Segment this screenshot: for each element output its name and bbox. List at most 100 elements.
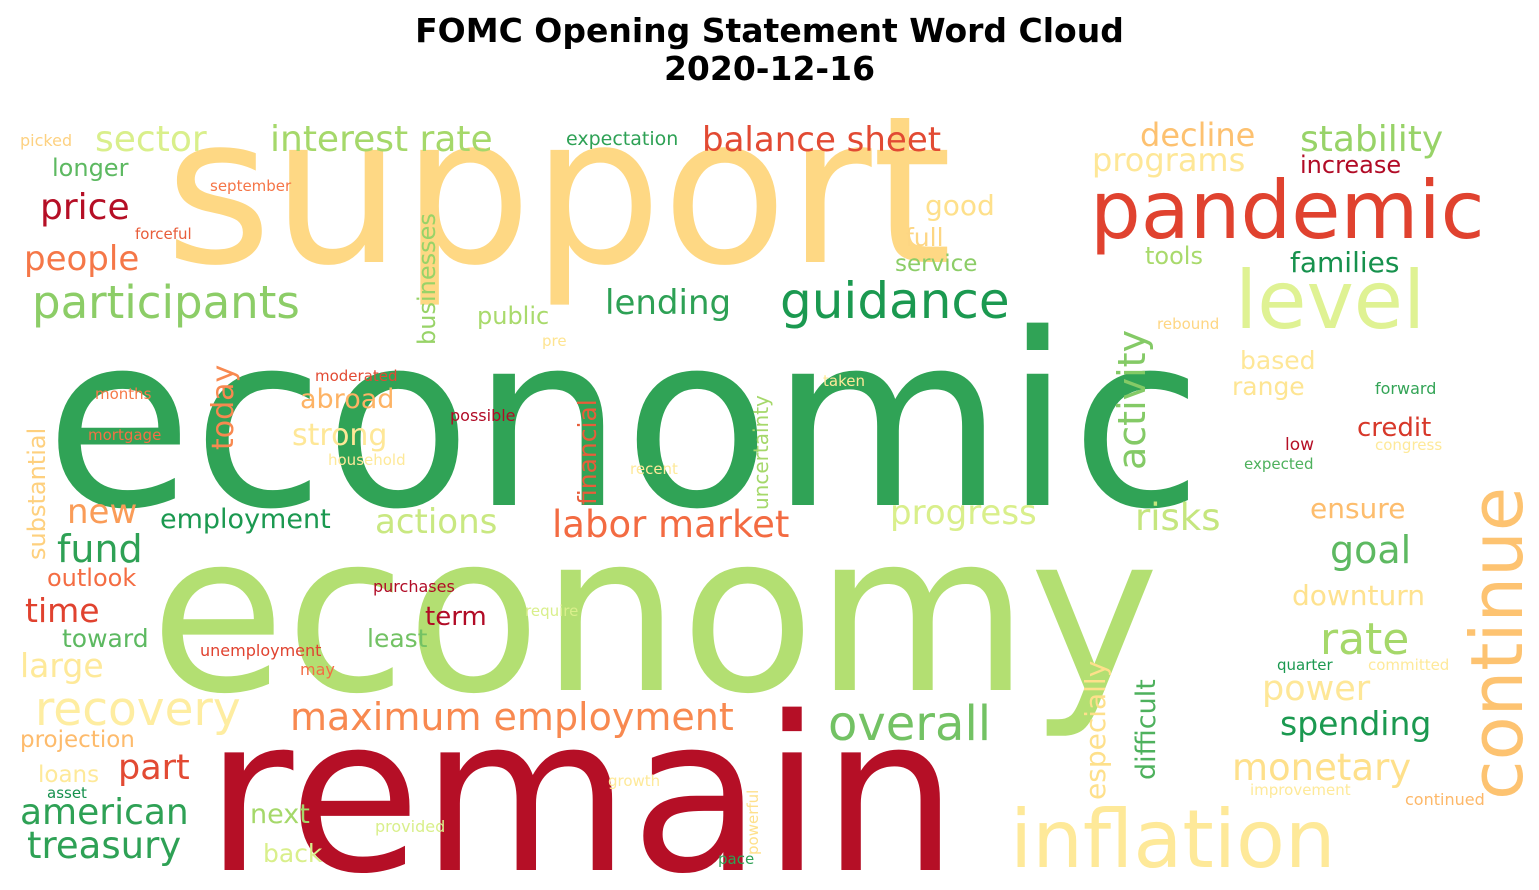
cloud-word-businesses: businesses xyxy=(413,213,441,345)
cloud-word-support: support xyxy=(165,73,952,311)
cloud-word-goal: goal xyxy=(1330,528,1411,572)
cloud-word-uncertainty: uncertainty xyxy=(749,395,773,510)
cloud-word-labor-market: labor market xyxy=(552,503,789,546)
cloud-word-longer: longer xyxy=(52,154,129,182)
cloud-word-picked: picked xyxy=(20,131,72,150)
cloud-word-expectation: expectation xyxy=(566,128,678,150)
cloud-word-public: public xyxy=(477,302,549,330)
cloud-word-interest-rate: interest rate xyxy=(270,119,493,160)
cloud-word-risks: risks xyxy=(1135,496,1220,539)
cloud-word-require: require xyxy=(525,602,578,620)
cloud-word-people: people xyxy=(24,239,139,279)
cloud-word-activity: activity xyxy=(1110,330,1154,470)
cloud-word-credit: credit xyxy=(1357,413,1431,443)
cloud-word-back: back xyxy=(263,839,323,868)
cloud-word-least: least xyxy=(367,624,428,653)
cloud-word-abroad: abroad xyxy=(300,384,394,415)
cloud-word-tools: tools xyxy=(1145,242,1203,270)
cloud-word-participants: participants xyxy=(32,276,300,329)
cloud-word-taken: taken xyxy=(823,372,865,390)
cloud-word-pre: pre xyxy=(542,332,567,350)
cloud-word-large: large xyxy=(20,646,104,685)
cloud-word-guidance: guidance xyxy=(780,272,1010,330)
cloud-word-especially: especially xyxy=(1079,661,1112,800)
cloud-word-term: term xyxy=(425,602,487,632)
cloud-word-overall: overall xyxy=(828,696,991,752)
cloud-word-toward: toward xyxy=(62,624,149,653)
cloud-word-difficult: difficult xyxy=(1131,679,1162,780)
cloud-word-time: time xyxy=(25,591,100,630)
cloud-word-improvement: improvement xyxy=(1250,781,1351,799)
cloud-word-quarter: quarter xyxy=(1277,656,1333,674)
cloud-word-pace: pace xyxy=(718,850,754,868)
cloud-word-today: today xyxy=(206,365,241,450)
cloud-word-range: range xyxy=(1232,372,1305,401)
cloud-word-unemployment: unemployment xyxy=(200,641,321,660)
chart-title-line2: 2020-12-16 xyxy=(663,49,876,88)
cloud-word-inflation: inflation xyxy=(1010,793,1336,886)
cloud-word-substantial: substantial xyxy=(23,428,51,560)
cloud-word-fund: fund xyxy=(57,527,143,571)
cloud-word-pandemic: pandemic xyxy=(1090,164,1485,257)
cloud-word-forward: forward xyxy=(1375,379,1436,398)
cloud-word-mortgage: mortgage xyxy=(88,426,161,444)
cloud-word-purchases: purchases xyxy=(373,577,455,596)
cloud-word-programs: programs xyxy=(1092,141,1245,179)
cloud-word-expected: expected xyxy=(1244,455,1313,473)
cloud-word-growth: growth xyxy=(608,772,660,790)
cloud-word-moderated: moderated xyxy=(315,367,398,385)
cloud-word-congress: congress xyxy=(1375,436,1442,454)
cloud-word-recovery: recovery xyxy=(35,682,241,737)
cloud-word-downturn: downturn xyxy=(1292,579,1425,612)
cloud-word-power: power xyxy=(1262,669,1371,709)
cloud-word-monetary: monetary xyxy=(1232,746,1411,789)
cloud-word-strong: strong xyxy=(292,418,387,453)
cloud-word-continued: continued xyxy=(1405,790,1485,809)
cloud-word-ensure: ensure xyxy=(1310,492,1405,525)
cloud-word-spending: spending xyxy=(1280,704,1431,743)
cloud-word-recent: recent xyxy=(630,460,678,478)
cloud-word-months: months xyxy=(95,385,152,403)
cloud-word-families: families xyxy=(1290,246,1399,279)
cloud-word-price: price xyxy=(40,187,130,228)
chart-title-line1: FOMC Opening Statement Word Cloud xyxy=(415,11,1124,50)
cloud-word-low: low xyxy=(1285,435,1314,455)
cloud-word-rebound: rebound xyxy=(1157,315,1219,333)
cloud-word-household: household xyxy=(328,451,406,469)
cloud-word-loans: loans xyxy=(38,762,99,788)
cloud-word-full: full xyxy=(905,223,944,252)
cloud-word-may: may xyxy=(300,660,335,679)
cloud-word-asset: asset xyxy=(47,784,87,802)
cloud-word-possible: possible xyxy=(450,406,516,425)
cloud-word-rate: rate xyxy=(1320,614,1409,665)
cloud-word-service: service xyxy=(895,251,977,277)
cloud-word-increase: increase xyxy=(1300,151,1401,179)
cloud-word-good: good xyxy=(925,189,995,222)
cloud-word-stability: stability xyxy=(1300,119,1443,160)
cloud-word-committed: committed xyxy=(1368,656,1449,674)
cloud-word-financial: financial xyxy=(573,399,602,505)
cloud-word-employment: employment xyxy=(160,504,331,535)
cloud-word-outlook: outlook xyxy=(47,564,136,592)
cloud-word-sector: sector xyxy=(95,119,207,160)
cloud-word-economic: economic xyxy=(45,282,1203,562)
cloud-word-projection: projection xyxy=(20,727,135,753)
cloud-word-level: level xyxy=(1235,254,1425,347)
cloud-word-treasury: treasury xyxy=(27,824,181,867)
cloud-word-decline: decline xyxy=(1140,116,1255,154)
cloud-word-based: based xyxy=(1240,346,1315,375)
cloud-word-maximum-employment: maximum employment xyxy=(290,695,734,739)
cloud-word-remain: remain xyxy=(205,670,958,890)
cloud-word-powerful: powerful xyxy=(744,790,762,855)
cloud-word-new: new xyxy=(67,492,137,532)
cloud-word-american: american xyxy=(20,792,189,833)
cloud-word-next: next xyxy=(250,799,310,830)
cloud-word-progress: progress xyxy=(890,493,1037,533)
cloud-word-economy: economy xyxy=(150,486,1159,742)
cloud-word-september: september xyxy=(210,177,292,195)
cloud-word-part: part xyxy=(118,748,190,788)
cloud-word-forceful: forceful xyxy=(135,225,192,243)
cloud-word-lending: lending xyxy=(605,283,731,323)
cloud-word-provided: provided xyxy=(375,817,445,836)
